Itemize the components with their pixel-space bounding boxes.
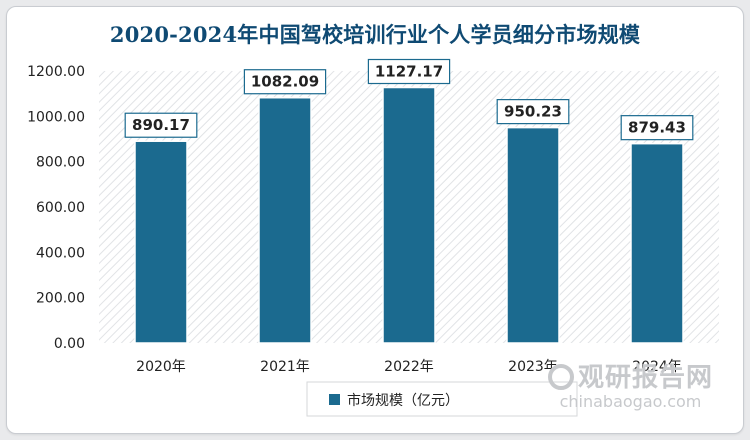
data-label-box [367,58,451,85]
y-tick-label: 0.00 [54,336,85,352]
data-label: 879.43 [628,119,686,137]
data-label: 890.17 [132,116,190,134]
chart-title: 2020-2024年中国驾校培训行业个人学员细分市场规模 [109,22,641,47]
y-tick-label: 400.00 [36,245,85,261]
x-tick-label: 2021年 [260,359,310,375]
x-axis-ticks: 2020年 2021年 2022年 2023年 2024年 [136,359,682,375]
y-axis-ticks: 0.00 200.00 400.00 600.00 800.00 1000.00 1200.… [27,64,85,352]
y-tick-label: 200.00 [36,291,85,307]
bar-4 [506,126,560,344]
x-tick-label: 2023年 [508,359,558,375]
x-tick-label: 2024年 [632,359,682,375]
y-tick-label: 1200.00 [27,64,85,80]
bar-chart: 0.00 200.00 400.00 600.00 800.00 1000.00 1200.… [27,58,719,417]
watermark-cn: 观研报告网 [547,357,713,394]
x-tick-label: 2022年 [384,359,434,375]
data-label-box [124,112,198,138]
watermark-cn-text: 观研报告网 [577,363,713,393]
bars [134,86,684,344]
legend-label: 市场规模（亿元） [347,392,459,409]
data-label-box [243,69,327,95]
bar-1 [134,140,188,344]
chart-card: 2020-2024年中国驾校培训行业个人学员细分市场规模 0.00 200.00 4… [6,6,744,434]
bar-2 [258,96,312,344]
bar-5 [630,142,684,344]
watermark-en: chinabaogao.com [559,392,702,411]
legend-swatch [329,394,340,405]
data-label: 1127.17 [375,63,443,81]
watermark-logo-icon [547,364,574,390]
data-label: 1082.09 [251,73,319,91]
y-tick-label: 1000.00 [27,109,85,125]
x-tick-label: 2020年 [136,359,186,375]
data-labels: 890.17 1082.09 1127.17 950.23 879.43 [124,58,694,141]
watermark: 观研报告网 chinabaogao.com [547,357,713,411]
data-label: 950.23 [504,103,562,121]
legend: 市场规模（亿元） [306,381,578,417]
y-tick-label: 600.00 [36,200,85,216]
legend-box [306,381,578,417]
data-label-box [496,99,570,125]
data-label-box [620,115,694,141]
y-tick-label: 800.00 [36,155,85,171]
bar-3 [382,86,436,344]
